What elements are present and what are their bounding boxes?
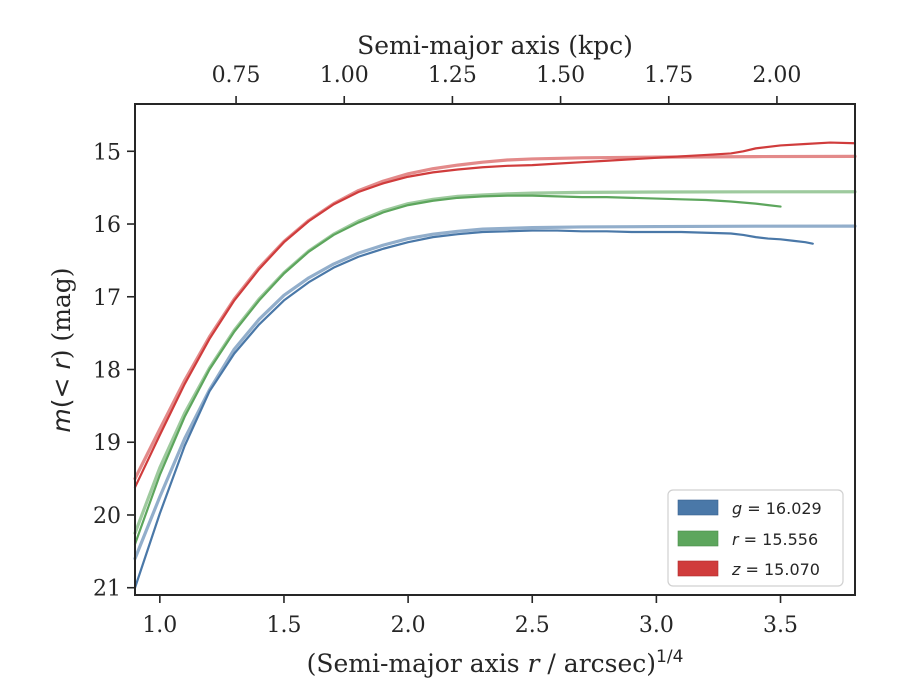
y-tick-label: 18 (93, 359, 121, 384)
plot-frame (134, 103, 856, 596)
top-tick-label: 1.50 (536, 63, 585, 88)
y-tick-label: 17 (93, 286, 121, 311)
legend: g = 16.029 r = 15.556 z = 15.070 (667, 489, 844, 587)
legend-swatch-r (677, 530, 719, 547)
top-tick-label: 2.00 (752, 63, 801, 88)
top-tick-label: 1.00 (320, 63, 369, 88)
model-line-g (133, 224, 857, 561)
y-axis-title-tail: ) (mag) (47, 267, 76, 359)
x-tick-label: 3.0 (639, 613, 674, 638)
legend-swatch-z (677, 560, 719, 577)
y-tick-label: 21 (93, 577, 121, 602)
y-axis-title-var: r (47, 358, 76, 370)
legend-label-z: z = 15.070 (731, 560, 820, 579)
x-axis-title-exp: 1/4 (656, 647, 683, 667)
data-line-r (133, 194, 782, 546)
ticks-layer: 1.0 1.5 2.0 2.5 3.0 3.5 15 16 17 18 19 20 21 0.75 1.00… (93, 63, 801, 638)
x-tick-label: 1.5 (266, 613, 301, 638)
y-tick-label: 20 (93, 504, 121, 529)
top-tick-label: 1.75 (644, 63, 693, 88)
x-tick-label: 3.5 (763, 613, 798, 638)
y-axis-title: m(< r) (mag) (47, 267, 76, 432)
x-axis-title-unit: / arcsec) (539, 649, 656, 678)
y-axis-title-main: m (47, 408, 76, 432)
top-tick-label: 1.25 (428, 63, 477, 88)
x-axis-title: (Semi-major axis r / arcsec)1/4 (307, 647, 684, 678)
data-line-g (133, 229, 814, 589)
y-tick-label: 15 (93, 140, 121, 165)
top-axis-title: Semi-major axis (kpc) (357, 31, 633, 60)
y-tick-label: 16 (93, 213, 121, 238)
x-axis-title-main: (Semi-major axis (307, 649, 528, 678)
x-tick-label: 2.5 (515, 613, 550, 638)
y-tick-label: 19 (93, 431, 121, 456)
series-layer (133, 141, 857, 589)
legend-swatch-g (677, 499, 719, 516)
model-line-r (133, 190, 857, 535)
x-axis-title-var: r (528, 649, 542, 678)
data-line-z (133, 141, 857, 489)
top-tick-label: 0.75 (212, 63, 261, 88)
legend-label-r: r = 15.556 (732, 530, 818, 549)
x-tick-label: 2.0 (391, 613, 426, 638)
x-tick-label: 1.0 (142, 613, 177, 638)
legend-label-g: g = 16.029 (732, 499, 822, 518)
y-axis-title-mid: (< (47, 370, 76, 409)
